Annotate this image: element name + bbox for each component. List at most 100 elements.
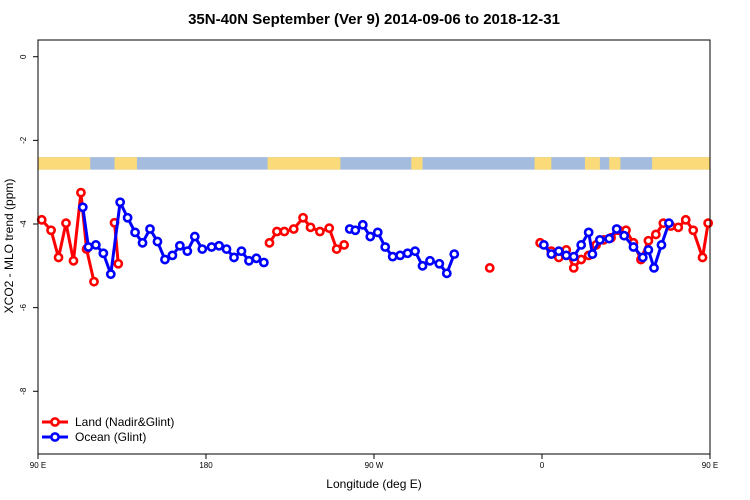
land-band-segment bbox=[38, 157, 91, 170]
ocean-point bbox=[236, 246, 247, 257]
ocean-point bbox=[372, 227, 383, 238]
ocean-point bbox=[664, 218, 674, 229]
ocean-point bbox=[115, 197, 126, 208]
land-band-segment bbox=[534, 157, 552, 170]
plot-frame bbox=[37, 39, 711, 455]
land-point bbox=[272, 226, 282, 237]
land-band-segment bbox=[411, 157, 423, 170]
land-band-segment bbox=[652, 157, 710, 170]
ocean-point bbox=[350, 225, 361, 236]
land-point bbox=[264, 237, 275, 248]
y-axis: 0 -2 -4 -6 -8 bbox=[19, 54, 38, 395]
x-tick-label: 90 W bbox=[365, 461, 384, 470]
ocean-point bbox=[395, 250, 406, 261]
ocean-point bbox=[229, 252, 239, 263]
ocean-point bbox=[561, 250, 572, 261]
land-point bbox=[305, 222, 316, 233]
land-point bbox=[279, 226, 290, 237]
ocean-point bbox=[628, 242, 639, 252]
x-axis: 90 E 180 90 W 0 90 E bbox=[30, 454, 718, 470]
land-point bbox=[697, 252, 708, 263]
legend-item: Land (Nadir&Glint) bbox=[42, 415, 174, 429]
ocean-point bbox=[122, 212, 133, 223]
ocean-point bbox=[152, 236, 163, 247]
ocean-point bbox=[244, 255, 254, 266]
land-point bbox=[68, 255, 79, 266]
chart-title: 35N-40N September (Ver 9) 2014-09-06 to … bbox=[188, 11, 560, 28]
land-point bbox=[53, 252, 64, 263]
land-band-segment bbox=[584, 157, 600, 170]
y-axis-label: XCO2 - MLO trend (ppm) bbox=[2, 179, 16, 314]
land-point bbox=[339, 240, 350, 250]
ocean-series-line bbox=[81, 200, 265, 276]
ocean-point bbox=[410, 246, 420, 257]
ocean-point bbox=[137, 237, 148, 248]
land-point bbox=[46, 225, 56, 236]
ocean-point bbox=[160, 254, 170, 265]
land-band-segment bbox=[267, 157, 341, 170]
ocean-point bbox=[656, 240, 667, 250]
ocean-point bbox=[387, 251, 398, 262]
land-point bbox=[89, 276, 99, 287]
ocean-point bbox=[449, 249, 460, 260]
ocean-point bbox=[357, 219, 368, 230]
ocean-point bbox=[434, 258, 445, 269]
land-point bbox=[331, 244, 342, 254]
ocean-point bbox=[417, 260, 428, 271]
y-tick-label: -6 bbox=[19, 304, 28, 312]
plot-area bbox=[36, 39, 714, 455]
legend-label: Ocean (Glint) bbox=[75, 430, 146, 444]
ocean-point bbox=[576, 240, 587, 250]
land-point bbox=[36, 214, 47, 225]
land-ocean-band bbox=[38, 157, 710, 170]
legend-item: Ocean (Glint) bbox=[42, 430, 146, 444]
land-band-segment bbox=[114, 157, 137, 170]
land-point bbox=[643, 235, 654, 246]
ocean-point bbox=[604, 233, 615, 244]
y-tick-label: 0 bbox=[19, 54, 28, 59]
ocean-point bbox=[568, 251, 579, 262]
land-point bbox=[484, 263, 495, 273]
legend-marker bbox=[50, 432, 60, 442]
y-tick-label: -8 bbox=[19, 387, 28, 395]
land-point bbox=[650, 229, 661, 240]
ocean-point bbox=[538, 240, 549, 250]
ocean-point bbox=[189, 231, 200, 242]
land-point bbox=[673, 222, 684, 233]
series-layer bbox=[36, 187, 714, 287]
ocean-point bbox=[425, 255, 435, 266]
ocean-point bbox=[365, 231, 376, 242]
legend: Land (Nadir&Glint)Ocean (Glint) bbox=[42, 415, 174, 444]
ocean-point bbox=[611, 224, 622, 234]
ocean-point bbox=[441, 268, 452, 279]
land-point bbox=[61, 218, 71, 229]
ocean-point bbox=[182, 246, 193, 257]
ocean-point bbox=[174, 240, 185, 251]
ocean-point bbox=[380, 242, 391, 252]
ocean-point bbox=[258, 257, 269, 268]
land-point bbox=[703, 218, 714, 229]
land-point bbox=[688, 225, 699, 236]
x-tick-label: 180 bbox=[199, 461, 213, 470]
x-tick-label: 0 bbox=[540, 461, 545, 470]
ocean-point bbox=[619, 230, 630, 241]
ocean-point bbox=[553, 246, 564, 257]
ocean-point bbox=[197, 244, 208, 254]
land-point bbox=[314, 226, 325, 237]
land-band-segment bbox=[609, 157, 621, 170]
ocean-point bbox=[583, 227, 594, 238]
ocean-point bbox=[251, 253, 262, 264]
ocean-point bbox=[130, 227, 140, 238]
ocean-point bbox=[649, 263, 659, 273]
ocean-point bbox=[77, 202, 88, 213]
y-tick-label: -4 bbox=[19, 220, 28, 228]
legend-marker bbox=[50, 417, 60, 427]
ocean-point bbox=[83, 242, 94, 252]
ocean-point bbox=[206, 242, 217, 252]
land-point bbox=[298, 212, 308, 223]
y-tick-label: -2 bbox=[19, 136, 28, 144]
x-tick-label: 90 E bbox=[702, 461, 718, 470]
land-point bbox=[113, 258, 124, 269]
ocean-point bbox=[167, 250, 178, 261]
